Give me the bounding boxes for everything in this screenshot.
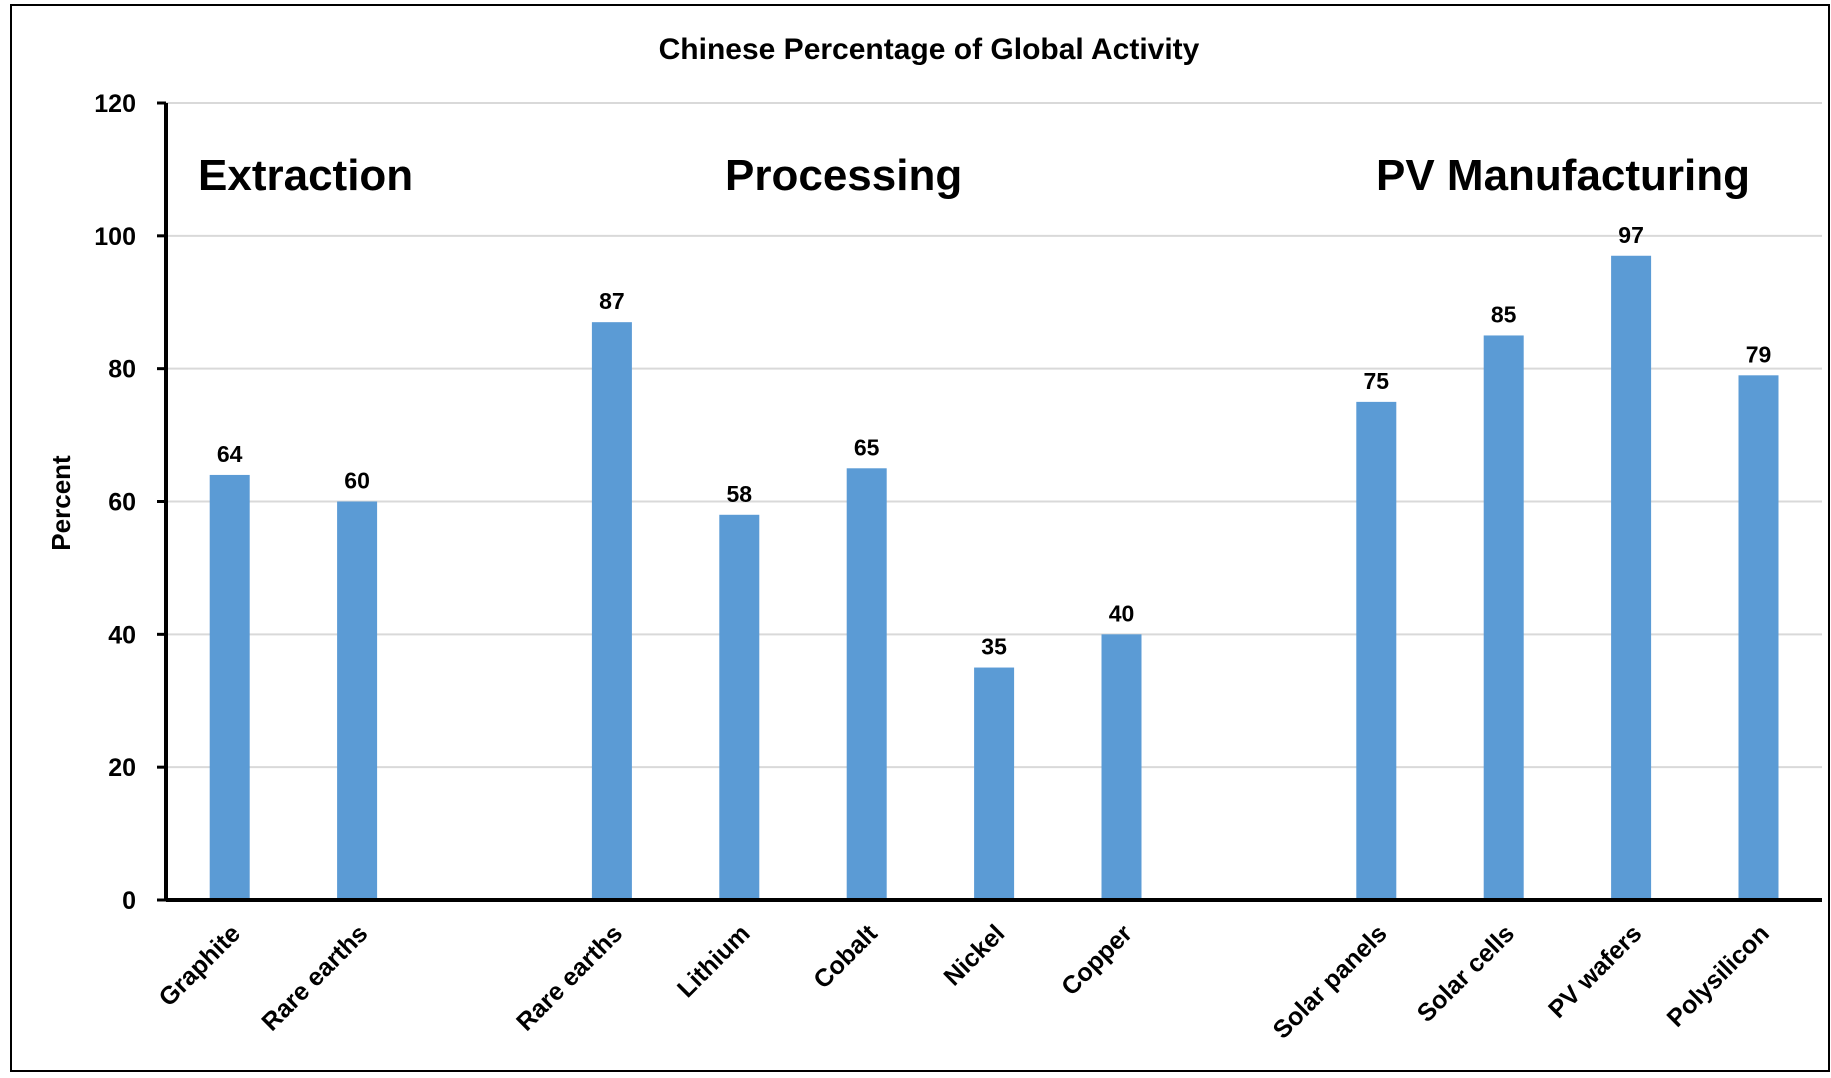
y-tick-label: 120 <box>94 90 136 118</box>
y-tick-labels: 0 20 40 60 80 100 120 <box>94 90 136 915</box>
data-label: 64 <box>217 441 243 467</box>
bar <box>1611 255 1652 901</box>
data-label: 65 <box>854 434 880 460</box>
chart-frame <box>10 4 1830 1072</box>
data-label: 97 <box>1618 222 1644 248</box>
data-label: 58 <box>727 481 753 507</box>
group-labels: Extraction Processing PV Manufacturing <box>198 151 1750 200</box>
data-labels: 64 60 87 58 65 35 40 75 85 97 79 <box>217 222 1771 660</box>
data-label: 79 <box>1746 341 1772 367</box>
bar <box>1483 335 1524 900</box>
data-label: 35 <box>981 634 1007 660</box>
bar <box>719 514 760 900</box>
group-label: Extraction <box>198 151 413 200</box>
y-tick-label: 60 <box>108 489 136 517</box>
bar <box>1101 634 1142 900</box>
y-tick-label: 80 <box>108 356 136 384</box>
data-label: 75 <box>1364 368 1390 394</box>
axes <box>164 103 1822 902</box>
bar <box>591 322 632 900</box>
bar <box>209 474 250 900</box>
y-axis-title: Percent <box>46 455 76 551</box>
data-label: 60 <box>344 468 370 494</box>
data-label: 85 <box>1491 301 1517 327</box>
chart-title: Chinese Percentage of Global Activity <box>659 33 1200 66</box>
bar <box>1738 375 1779 900</box>
y-tick-label: 0 <box>122 887 136 915</box>
gridlines <box>157 101 1822 902</box>
group-label: Processing <box>725 151 962 200</box>
y-tick-label: 40 <box>108 621 136 649</box>
bar <box>337 501 378 900</box>
bar <box>1356 401 1397 900</box>
bars <box>209 255 1779 901</box>
y-tick-label: 100 <box>94 223 136 251</box>
y-tick-label: 20 <box>108 754 136 782</box>
data-label: 87 <box>599 288 625 314</box>
group-label: PV Manufacturing <box>1376 151 1750 200</box>
bar <box>846 468 887 900</box>
bar <box>974 667 1015 900</box>
data-label: 40 <box>1109 600 1135 626</box>
